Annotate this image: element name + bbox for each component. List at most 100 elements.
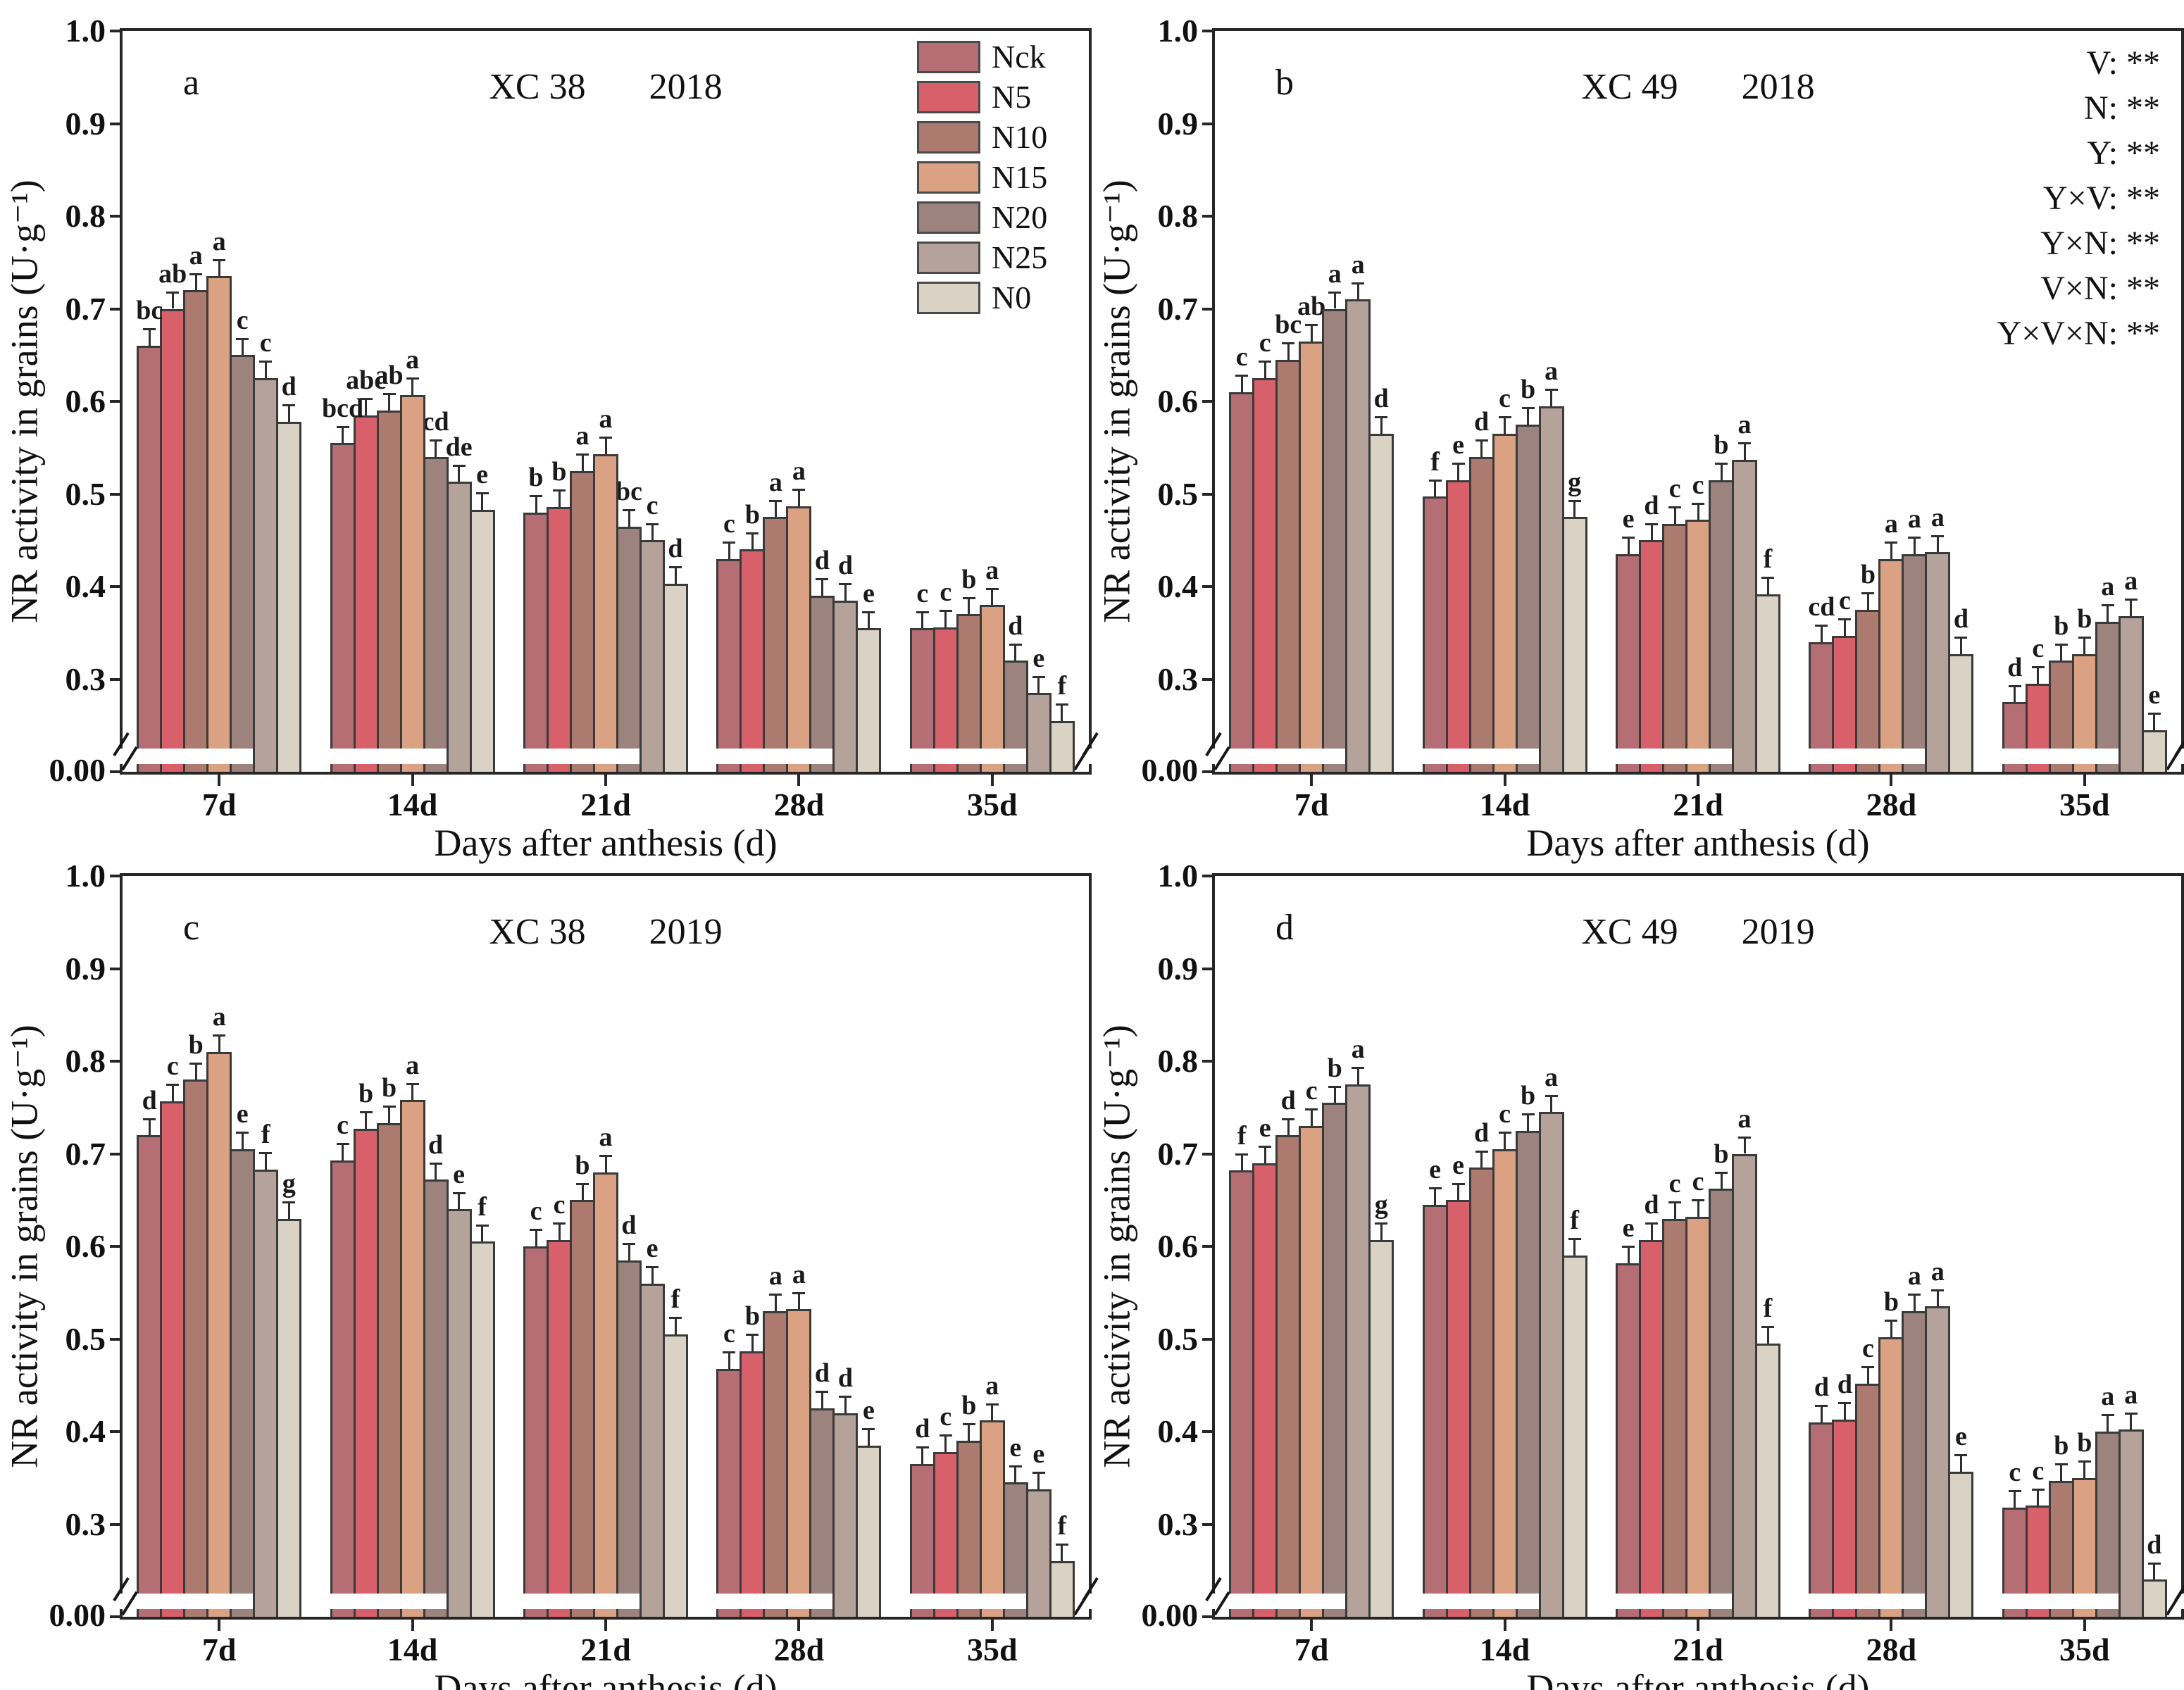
error-bar-cap xyxy=(1885,541,1898,544)
bar-n25-35d xyxy=(1025,1489,1052,1617)
bar-n0-28d xyxy=(856,1445,882,1617)
y-tick-mark-zero xyxy=(1202,770,1212,773)
sig-letter: a xyxy=(2124,566,2138,596)
anova-line: V×N: ** xyxy=(2040,270,2160,307)
sig-letter: e xyxy=(1259,1113,1271,1143)
bar-n15-14d xyxy=(399,1100,425,1617)
error-bar xyxy=(411,1083,414,1101)
error-bar xyxy=(558,490,561,507)
legend-label: Nck xyxy=(992,38,1046,75)
error-bar xyxy=(1743,443,1746,460)
sig-letter: b xyxy=(1521,1080,1536,1110)
sig-letter: d xyxy=(281,372,297,402)
error-bar xyxy=(342,1144,344,1160)
sig-letter: b xyxy=(2077,604,2092,634)
bar-n25-28d xyxy=(1925,1306,1951,1617)
sig-letter: b xyxy=(1714,1139,1729,1169)
sig-letter: c xyxy=(166,1051,179,1081)
error-bar xyxy=(1766,577,1769,594)
sig-letter: d xyxy=(142,1085,157,1115)
bar-n15-7d xyxy=(206,1051,232,1617)
x-tick-label: 7d xyxy=(201,1632,237,1667)
sig-letter: c xyxy=(1499,384,1511,414)
sig-letter: a xyxy=(792,1259,806,1289)
error-bar-cap xyxy=(553,1222,566,1225)
error-bar-cap xyxy=(599,1155,612,1158)
error-bar xyxy=(1480,1151,1483,1168)
error-bar-cap xyxy=(646,1265,659,1268)
anova-line: V: ** xyxy=(2086,44,2160,82)
y-tick-mark-zero xyxy=(110,1615,120,1618)
y-tick-label: 0.4 xyxy=(1157,568,1199,604)
bar-n0-7d xyxy=(276,1218,302,1617)
bar-nck-21d xyxy=(523,512,549,772)
error-bar xyxy=(1240,1153,1243,1171)
x-tick-label: 7d xyxy=(1294,1632,1329,1667)
sig-letter: b xyxy=(188,1029,204,1060)
bar-n10-14d xyxy=(1468,1168,1495,1617)
sig-letter: f xyxy=(1057,1511,1067,1541)
error-bar-cap xyxy=(1282,342,1295,345)
sig-letter: c xyxy=(1668,1168,1681,1198)
error-bar xyxy=(728,1351,730,1369)
bar-n15-7d xyxy=(206,276,232,772)
title-cultivar: XC 38 xyxy=(489,912,586,952)
y-tick-label-zero: 0.00 xyxy=(1141,752,1199,788)
error-bar xyxy=(1434,480,1437,497)
y-tick-mark xyxy=(1202,1337,1212,1341)
y-tick-label: 1.0 xyxy=(65,13,106,49)
x-axis-label: Days after anthesis (d) xyxy=(1526,822,1870,864)
y-tick-label: 0.3 xyxy=(1157,661,1199,697)
error-bar xyxy=(2130,599,2133,617)
error-bar xyxy=(148,329,151,346)
sig-letter: b xyxy=(744,1301,760,1331)
bar-n20-21d xyxy=(1709,1189,1734,1617)
sig-letter: d xyxy=(2147,1529,2162,1560)
bar-nck-7d xyxy=(1229,392,1255,772)
bar-n25-28d xyxy=(832,1413,859,1617)
sig-letter: d xyxy=(428,1129,444,1160)
bar-n20-14d xyxy=(1515,1130,1541,1617)
error-bar xyxy=(968,1424,971,1441)
sig-letter: d xyxy=(1008,611,1023,641)
sig-letter: d xyxy=(814,546,830,576)
sig-letter: c xyxy=(2009,1458,2021,1488)
x-tick-label: 28d xyxy=(773,1632,825,1667)
error-bar-cap xyxy=(259,361,273,363)
x-tick-label: 14d xyxy=(387,787,438,822)
legend-item-nck: Nck xyxy=(917,37,1047,77)
error-bar xyxy=(2153,713,2156,730)
x-tick-label: 28d xyxy=(1866,787,1917,822)
error-bar-cap xyxy=(166,1083,180,1086)
y-tick-label: 0.5 xyxy=(1157,475,1199,512)
error-bar-cap xyxy=(2078,1460,2091,1463)
error-bar-cap xyxy=(166,291,180,294)
bar-n0-35d xyxy=(2141,1579,2167,1617)
sig-letter: e xyxy=(2148,680,2161,711)
bar-n20-7d xyxy=(1322,308,1348,772)
sig-letter: a xyxy=(212,226,226,256)
error-bar xyxy=(1480,440,1483,457)
sig-letter: f xyxy=(1430,446,1440,477)
bar-nck-35d xyxy=(909,628,935,772)
bar-n5-21d xyxy=(547,506,572,772)
error-bar xyxy=(651,1266,654,1284)
sig-letter: e xyxy=(862,1396,875,1426)
y-tick-mark xyxy=(1202,1430,1212,1433)
error-bar-cap xyxy=(599,437,612,439)
y-tick-label: 0.8 xyxy=(1157,198,1199,234)
error-bar xyxy=(1333,1086,1336,1103)
sig-letter: a xyxy=(599,1122,613,1153)
error-bar xyxy=(2060,1464,2063,1481)
error-bar xyxy=(1504,1132,1506,1149)
bar-n0-7d xyxy=(276,421,302,772)
sig-letter: e xyxy=(1452,430,1465,461)
sig-letter: f xyxy=(261,1120,270,1150)
bar-n0-35d xyxy=(2141,730,2167,772)
bar-n20-14d xyxy=(1515,424,1541,772)
legend-label: N0 xyxy=(992,279,1032,315)
error-bar xyxy=(2060,644,2063,661)
error-bar-cap xyxy=(1668,1201,1681,1203)
legend-swatch-n5 xyxy=(917,80,980,113)
anova-annotations: V: ** N: ** Y: ** Y×V: ** Y×N: ** V×N: ** Y×V×… xyxy=(1997,41,2160,356)
